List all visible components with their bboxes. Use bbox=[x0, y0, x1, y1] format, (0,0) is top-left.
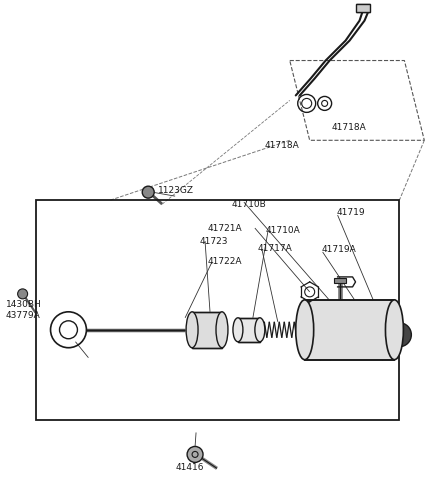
Ellipse shape bbox=[255, 318, 265, 342]
Text: 41723: 41723 bbox=[200, 237, 229, 246]
Bar bbox=[305, 300, 394, 360]
Text: 41718A: 41718A bbox=[265, 141, 300, 150]
Bar bbox=[334, 278, 346, 283]
Ellipse shape bbox=[385, 300, 403, 360]
Ellipse shape bbox=[186, 312, 198, 347]
Text: 41719: 41719 bbox=[337, 207, 365, 217]
Text: 41718A: 41718A bbox=[332, 123, 366, 132]
Text: 41710B: 41710B bbox=[232, 199, 267, 208]
Ellipse shape bbox=[216, 312, 228, 347]
Circle shape bbox=[18, 289, 28, 299]
Text: 41719A: 41719A bbox=[322, 246, 356, 254]
Ellipse shape bbox=[296, 300, 313, 360]
Circle shape bbox=[187, 446, 203, 462]
Text: 41710A: 41710A bbox=[266, 226, 301, 235]
Circle shape bbox=[142, 186, 154, 198]
Circle shape bbox=[387, 323, 412, 346]
Text: 41721A: 41721A bbox=[208, 224, 243, 233]
Text: 41717A: 41717A bbox=[258, 245, 292, 253]
Bar bbox=[356, 3, 371, 12]
Bar bbox=[305, 300, 394, 360]
Bar bbox=[238, 318, 260, 342]
Text: 1123GZ: 1123GZ bbox=[158, 186, 194, 195]
Bar bbox=[192, 312, 222, 347]
Bar bbox=[36, 200, 399, 420]
Bar bbox=[192, 312, 222, 347]
Text: 41416: 41416 bbox=[175, 463, 204, 472]
Ellipse shape bbox=[233, 318, 243, 342]
Text: 41722A: 41722A bbox=[208, 257, 243, 266]
Bar bbox=[238, 318, 260, 342]
Text: 1430BH
43779A: 1430BH 43779A bbox=[6, 300, 41, 320]
